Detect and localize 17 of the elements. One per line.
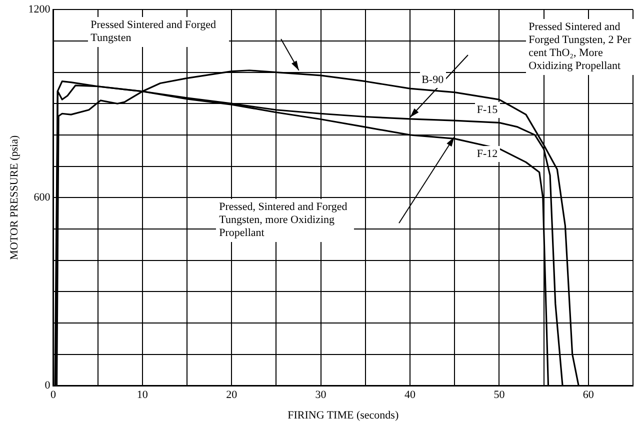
x-tick-label: 30 [315, 389, 327, 402]
x-tick-label: 50 [494, 389, 506, 402]
y-tick-label: 1200 [28, 3, 51, 16]
annotation: Pressed, Sintered and Forged Tungsten, more Oxidizing Propellant [216, 198, 354, 242]
x-tick-label: 20 [226, 389, 238, 402]
annotation: Pressed Sintered and Forged Tungsten, 2 Per cent ThO₂, More Oxidizing Propellant [526, 18, 636, 75]
y-tick-label: 600 [34, 191, 51, 204]
annotation: Pressed Sintered and Forged Tungsten [88, 17, 229, 47]
series-label: F-12 [474, 146, 500, 162]
series-label: B-90 [420, 72, 446, 88]
x-tick-label: 40 [404, 389, 416, 402]
series-label: F-15 [474, 102, 500, 118]
x-axis-title: FIRING TIME (seconds) [288, 409, 399, 422]
y-tick-label: 0 [44, 379, 51, 392]
x-tick-label: 60 [582, 389, 594, 402]
y-axis-title: MOTOR PRESSURE (psia) [8, 135, 20, 260]
x-tick-label: 10 [136, 389, 148, 402]
